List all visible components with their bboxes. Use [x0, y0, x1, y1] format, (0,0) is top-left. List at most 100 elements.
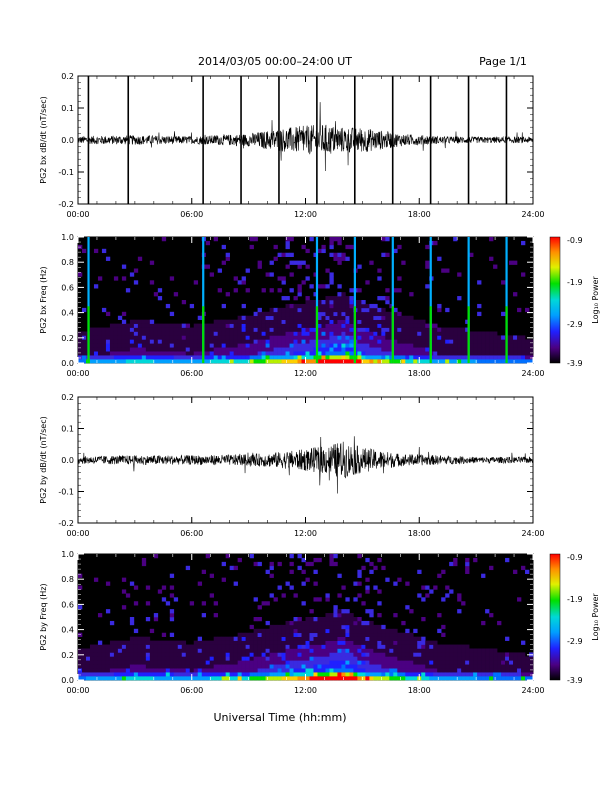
spectrogram-cell — [181, 648, 187, 653]
spectrogram-cell — [221, 355, 226, 360]
spectrogram-cell — [453, 327, 458, 332]
spectrogram-cell — [237, 351, 242, 356]
spectrogram-cell — [181, 668, 187, 673]
y-tick-label: 0.2 — [61, 651, 74, 660]
spectrogram-cell — [213, 672, 218, 677]
spectrogram-cell — [249, 656, 254, 661]
spectrogram-cell — [393, 660, 398, 665]
spectrogram-cell — [129, 339, 135, 344]
spectrogram-cell — [309, 668, 314, 673]
spectrogram-cell — [381, 660, 386, 665]
spectrogram-cell — [149, 359, 155, 364]
spectrogram-cell — [129, 652, 135, 657]
spectrogram-cell — [421, 343, 426, 348]
spectrogram-cell — [405, 355, 410, 360]
spectrogram-cell — [157, 676, 163, 681]
spectrogram-cell — [373, 323, 378, 328]
spectrogram-cell — [377, 315, 382, 320]
colorbar-bx-tick-min: -3.9 — [567, 359, 583, 368]
spectrogram-cell — [449, 652, 454, 657]
spectrogram-cell — [385, 676, 390, 681]
spectrogram-cell — [381, 668, 386, 673]
spectrogram-cell — [193, 676, 199, 681]
spectrogram-cell — [509, 351, 514, 356]
spectrogram-cell — [465, 331, 470, 336]
spectrogram-cell — [369, 613, 374, 618]
spectrogram-cell — [321, 339, 326, 344]
spectrogram-cell — [493, 648, 498, 653]
spectrogram-cell — [125, 672, 131, 677]
spectrogram-cell — [373, 676, 378, 681]
spectrogram-cell — [165, 355, 171, 360]
spectrogram-cell — [357, 339, 362, 344]
spectrogram-cell — [301, 601, 306, 606]
spectrogram-cell — [213, 648, 218, 653]
spectrogram-cell — [233, 335, 238, 340]
spectrogram-cell — [341, 585, 346, 590]
spectrogram-cell — [397, 347, 402, 352]
spectrogram-cell — [105, 327, 111, 332]
spectrogram-cell — [293, 676, 298, 681]
spectrogram-cell — [225, 256, 230, 261]
spectrogram-cell — [249, 351, 254, 356]
spectrogram-cell — [301, 668, 306, 673]
spectrogram-cell — [285, 581, 290, 586]
spectrogram-cell — [269, 347, 274, 352]
spectrogram-cell — [393, 672, 398, 677]
spectrogram-cell — [277, 652, 282, 657]
spectrogram-cell — [333, 252, 338, 257]
spectrogram-cell — [357, 300, 362, 305]
spectrogram-cell — [145, 327, 151, 332]
spectrogram-cell — [437, 676, 442, 681]
spectrogram-cell — [161, 668, 167, 673]
spectrogram-cell — [369, 656, 374, 661]
spectrogram-cell — [81, 652, 87, 657]
spectrogram-cell — [349, 327, 354, 332]
spectrogram-cell — [377, 644, 382, 649]
spectrogram-cell — [497, 664, 502, 669]
spectrogram-cell — [409, 668, 414, 673]
spectrogram-cell — [313, 636, 318, 641]
spectrogram-cell — [433, 652, 438, 657]
spectrogram-cell — [341, 323, 346, 328]
spectrogram-cell — [145, 664, 151, 669]
spectrogram-cell — [205, 660, 211, 665]
spectrogram-cell — [257, 648, 262, 653]
spectrogram-cell — [297, 307, 302, 313]
spectrogram-cell — [453, 561, 458, 567]
spectrogram-cell — [401, 676, 406, 681]
spectrogram-cell — [221, 335, 226, 340]
spectrogram-cell — [505, 676, 510, 681]
spectrogram-cell — [133, 664, 139, 669]
spectrogram-cell — [329, 280, 334, 285]
spectrogram-cell — [297, 640, 302, 645]
spectrogram-cell — [493, 652, 498, 657]
spectrogram-cell — [233, 581, 238, 586]
spectrogram-cell — [201, 652, 207, 657]
spectrogram-cell — [485, 676, 490, 681]
spectrogram-cell — [97, 351, 103, 356]
spectrogram-cell — [173, 597, 179, 602]
spectrogram-cell — [433, 656, 438, 661]
spectrogram-cell — [133, 660, 139, 665]
spectrogram-cell — [409, 672, 414, 677]
spectrogram-cell — [405, 581, 410, 586]
spectrogram-cell — [121, 355, 127, 360]
spectrogram-cell — [78, 351, 83, 356]
spectrogram-cell — [165, 652, 171, 657]
spectrogram-cell — [493, 331, 498, 336]
spectrogram-cell — [277, 359, 282, 364]
spectrogram-cell — [121, 664, 127, 669]
spectrogram-cell — [205, 644, 211, 649]
spectrogram-cell — [265, 327, 270, 332]
spectrogram-cell — [145, 585, 151, 590]
spectrogram-cell — [205, 676, 211, 681]
spectrogram-cell — [201, 668, 207, 673]
spectrogram-cell — [325, 676, 330, 681]
spectrogram-cell — [381, 252, 386, 257]
spectrogram-cell — [233, 660, 238, 665]
spectrogram-cell — [285, 668, 290, 673]
spectrogram-cell — [361, 664, 366, 669]
spectrogram-cell — [125, 660, 131, 665]
spectrogram-cell — [213, 339, 218, 344]
